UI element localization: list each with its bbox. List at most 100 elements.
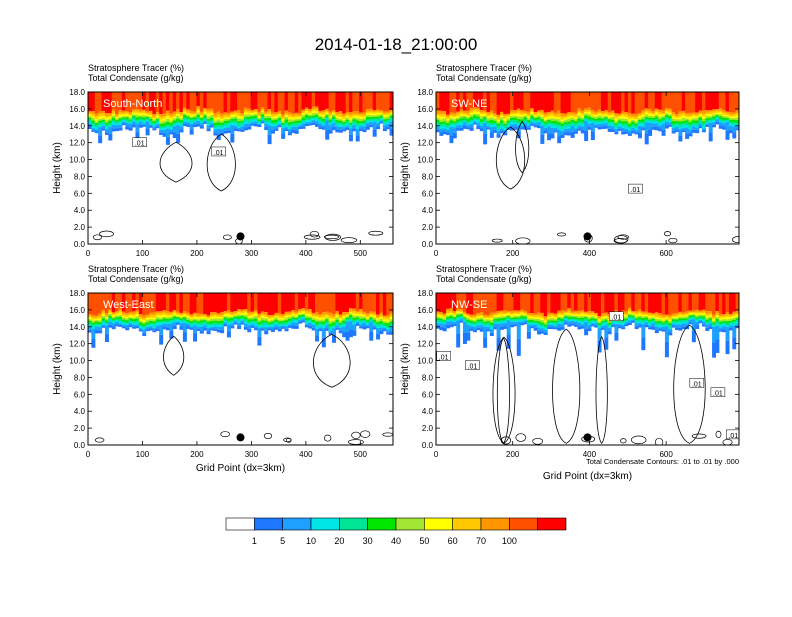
tracer-fringe-cell xyxy=(362,126,367,130)
tracer-band-cell xyxy=(321,323,326,327)
tracer-fringe-cell xyxy=(267,326,272,329)
tracer-band-cell xyxy=(452,312,457,316)
tracer-band-cell xyxy=(376,318,381,321)
tracer-band-cell xyxy=(287,112,292,115)
tracer-band-cell xyxy=(91,118,96,121)
tracer-fringe-cell xyxy=(243,323,248,327)
tracer-band-cell xyxy=(186,113,191,116)
tracer-fringe-cell xyxy=(483,122,488,134)
tracer-top-cell xyxy=(634,92,639,115)
tracer-band-cell xyxy=(240,311,245,314)
tracer-band-cell xyxy=(648,313,653,317)
tracer-band-cell xyxy=(698,110,703,114)
tracer-fringe-cell xyxy=(486,127,491,130)
tracer-fringe-cell xyxy=(203,122,208,124)
tracer-band-cell xyxy=(442,320,447,322)
y-tick-label: 0.0 xyxy=(422,441,434,450)
tracer-band-cell xyxy=(135,119,140,123)
tracer-band-cell xyxy=(135,318,140,322)
colorbar-label: 60 xyxy=(448,536,458,546)
tracer-band-cell xyxy=(301,314,306,317)
tracer-band-cell xyxy=(627,313,632,316)
y-tick-label: 8.0 xyxy=(74,373,86,382)
contour-label-box xyxy=(465,360,480,370)
tracer-band-cell xyxy=(91,111,96,115)
tracer-fringe-cell xyxy=(142,332,147,337)
colorbar-box xyxy=(395,517,425,531)
tracer-band-cell xyxy=(570,311,575,314)
tracer-band-cell xyxy=(88,121,92,124)
tracer-top-cell xyxy=(328,293,333,313)
tracer-fringe-cell xyxy=(118,127,123,131)
tracer-band-cell xyxy=(111,321,116,324)
tracer-band-cell xyxy=(574,123,578,127)
tracer-band-cell xyxy=(567,126,572,130)
tracer-band-cell xyxy=(196,323,201,325)
tracer-fringe-cell xyxy=(142,329,147,333)
tracer-band-cell xyxy=(627,113,632,117)
tracer-band-cell xyxy=(213,324,218,327)
tracer-fringe-cell xyxy=(121,326,126,329)
tracer-band-cell xyxy=(695,318,700,321)
tracer-top-cell xyxy=(338,92,343,112)
tracer-band-cell xyxy=(250,109,255,112)
tracer-band-cell xyxy=(226,312,231,315)
tracer-band-cell xyxy=(111,117,116,121)
tracer-band-cell xyxy=(104,313,109,316)
tracer-band-cell xyxy=(570,121,575,125)
tracer-top-cell xyxy=(436,92,440,112)
tracer-band-cell xyxy=(452,125,457,128)
tracer-fringe-cell xyxy=(128,323,133,326)
tracer-band-cell xyxy=(570,124,575,127)
tracer-band-cell xyxy=(315,108,320,112)
tracer-band-cell xyxy=(104,322,109,325)
tracer-band-cell xyxy=(193,318,198,321)
tracer-band-cell xyxy=(298,118,303,121)
contour-label-box xyxy=(211,146,226,157)
tracer-top-cell xyxy=(580,92,585,111)
tracer-band-cell xyxy=(718,116,723,120)
tracer-band-cell xyxy=(318,321,323,324)
tracer-band-cell xyxy=(547,323,552,326)
tracer-top-cell xyxy=(243,92,248,108)
tracer-fringe-cell xyxy=(325,328,330,331)
tracer-top-cell xyxy=(530,92,535,109)
tracer-band-cell xyxy=(537,312,541,316)
tracer-band-cell xyxy=(237,314,242,317)
x-tick-label: 200 xyxy=(190,249,204,258)
tracer-band-cell xyxy=(379,312,384,316)
tracer-band-cell xyxy=(226,117,231,120)
tracer-band-cell xyxy=(91,315,96,318)
tracer-band-cell xyxy=(243,312,248,316)
tracer-band-cell xyxy=(165,110,170,114)
tracer-band-cell xyxy=(563,123,568,127)
tracer-band-cell xyxy=(600,120,605,123)
tracer-band-cell xyxy=(597,112,602,115)
tracer-band-cell xyxy=(335,311,340,314)
tracer-fringe-cell xyxy=(179,326,184,330)
tracer-top-cell xyxy=(372,92,377,111)
tracer-band-cell xyxy=(563,318,568,321)
tracer-top-cell xyxy=(590,293,595,312)
tracer-band-cell xyxy=(115,315,120,318)
tracer-fringe-cell xyxy=(277,124,282,127)
tracer-top-cell xyxy=(567,92,572,113)
tracer-band-cell xyxy=(149,122,153,125)
tracer-band-cell xyxy=(439,312,444,315)
tracer-fringe-cell xyxy=(264,327,269,331)
tracer-band-cell xyxy=(182,321,187,324)
tracer-band-cell xyxy=(701,315,706,317)
tracer-top-cell xyxy=(439,92,444,111)
tracer-band-cell xyxy=(179,115,184,119)
x-tick-label: 200 xyxy=(506,249,520,258)
tracer-band-cell xyxy=(111,113,116,117)
tracer-band-cell xyxy=(675,322,679,326)
tracer-fringe-cell xyxy=(675,327,679,330)
tracer-fringe-cell xyxy=(281,127,286,134)
x-tick-label: 100 xyxy=(136,450,150,459)
tracer-top-cell xyxy=(617,92,622,114)
tracer-band-cell xyxy=(226,122,231,126)
tracer-band-cell xyxy=(661,112,666,115)
tracer-band-cell xyxy=(462,121,467,123)
tracer-band-cell xyxy=(563,313,568,316)
